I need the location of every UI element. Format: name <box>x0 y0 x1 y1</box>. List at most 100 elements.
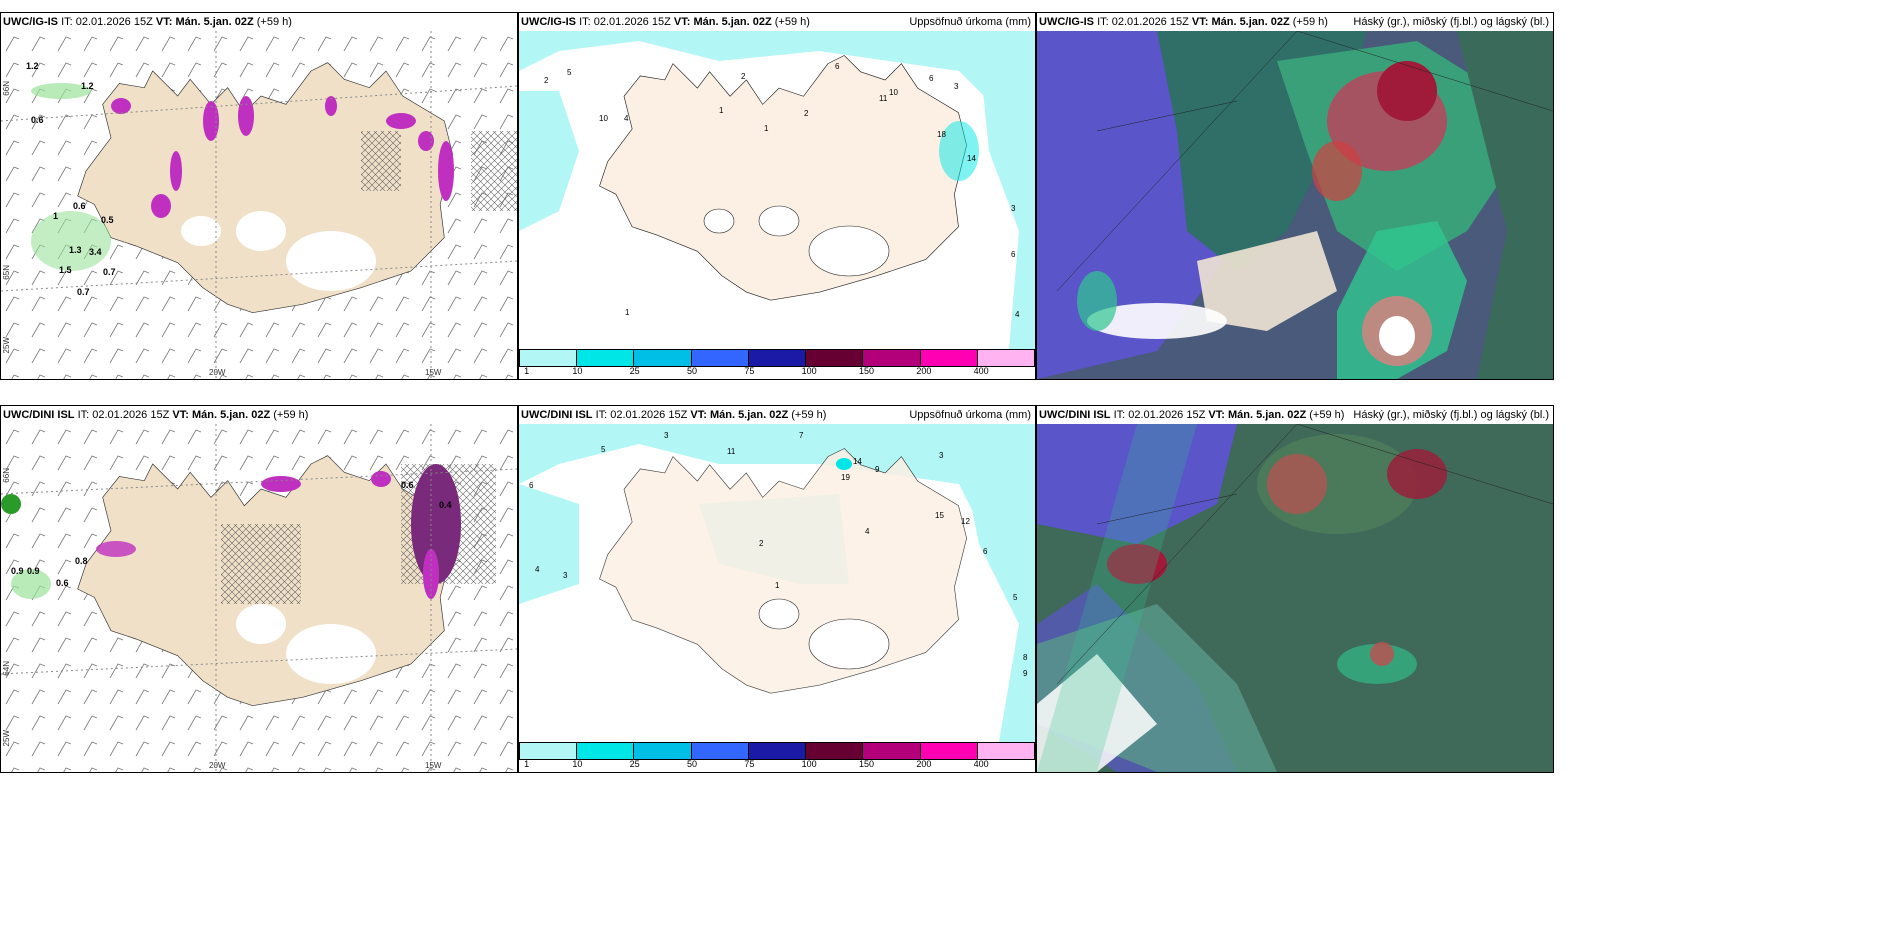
colorbar-bin <box>920 743 978 759</box>
model-name: UWC/DINI ISL <box>521 409 593 421</box>
map-precip: 6 5 3 11 7 14 19 9 3 12 15 4 6 5 8 9 4 3… <box>519 424 1035 742</box>
value-label: 3 <box>1011 204 1016 213</box>
value-label: 19 <box>841 473 850 482</box>
value-label: 3 <box>563 571 568 580</box>
value-label: 1.2 <box>26 61 39 71</box>
value-label: 11 <box>727 447 736 456</box>
value-label: 2 <box>759 539 764 548</box>
map-precip: 2 5 10 4 1 2 1 2 6 11 10 6 3 14 18 3 6 4… <box>519 31 1035 349</box>
model-name: UWC/DINI ISL <box>1039 409 1111 421</box>
colorbar: 1 10 25 50 75 100 150 200 400 <box>519 349 1035 379</box>
map-clouds <box>1037 31 1553 379</box>
lon-label: 20W <box>209 368 226 377</box>
value-label: 1.2 <box>81 81 94 91</box>
colorbar-tick: 1 <box>524 759 530 769</box>
value-label: 0.8 <box>75 556 88 566</box>
panel-ig-wind: UWC/IG-IS IT: 02.01.2026 15Z VT: Mán. 5.… <box>0 12 518 380</box>
value-label: 4 <box>535 565 540 574</box>
colorbar-bin <box>977 743 1034 759</box>
value-label: 4 <box>1015 310 1020 319</box>
field-title: Uppsöfnuð úrkoma (mm) <box>909 16 1031 28</box>
value-label: 14 <box>967 154 976 163</box>
lead-time: (+59 h) <box>256 16 292 28</box>
value-label: 6 <box>835 62 840 71</box>
colorbar-bin <box>806 743 864 759</box>
colorbar-tick: 10 <box>572 366 583 376</box>
colorbar-tick: 1 <box>524 366 530 376</box>
panel-dini-wind: UWC/DINI ISL IT: 02.01.2026 15Z VT: Mán.… <box>0 405 518 773</box>
colorbar-tick: 75 <box>744 366 755 376</box>
lon-label: 20W <box>209 761 226 770</box>
value-label: 15 <box>935 511 944 520</box>
init-time: 02.01.2026 15Z <box>92 409 170 421</box>
colorbar-tick: 25 <box>629 366 640 376</box>
field-title: Háský (gr.), miðský (fj.bl.) og lágský (… <box>1353 16 1549 28</box>
value-label: 0.5 <box>101 215 114 225</box>
colorbar-tick: 100 <box>801 366 817 376</box>
value-label: 7 <box>799 431 804 440</box>
colorbar-tick: 400 <box>973 759 989 769</box>
value-label: 0.6 <box>401 480 414 490</box>
value-label: 1 <box>775 581 780 590</box>
value-label: 0.9 <box>11 566 24 576</box>
map-wind-icing: 1.2 1.2 0.6 0.6 0.5 1 1.3 3.4 1.5 0.7 0.… <box>1 31 517 379</box>
value-label: 5 <box>567 68 572 77</box>
value-label: 4 <box>865 527 870 536</box>
value-label: 0.6 <box>73 201 86 211</box>
value-label: 18 <box>937 130 946 139</box>
value-label: 11 <box>879 94 888 103</box>
colorbar-tick: 50 <box>687 366 698 376</box>
colorbar-bin <box>691 350 749 366</box>
colorbar-bin <box>634 743 692 759</box>
value-label: 0.7 <box>103 267 116 277</box>
value-label: 8 <box>1023 653 1028 662</box>
panel-title: UWC/DINI ISL IT: 02.01.2026 15Z VT: Mán.… <box>1037 406 1553 424</box>
lat-label: 64N <box>2 661 11 676</box>
colorbar-bin <box>577 743 635 759</box>
panel-dini-clouds: UWC/DINI ISL IT: 02.01.2026 15Z VT: Mán.… <box>1036 405 1554 773</box>
colorbar-bin <box>863 350 921 366</box>
value-label: 6 <box>983 547 988 556</box>
value-label: 1 <box>53 211 58 221</box>
colorbar-bin <box>577 350 635 366</box>
value-label: 6 <box>529 481 534 490</box>
value-label: 0.9 <box>27 566 40 576</box>
colorbar-tick: 25 <box>629 759 640 769</box>
value-label: 1 <box>625 308 630 317</box>
value-label: 0.4 <box>439 500 452 510</box>
lead-time: (+59 h) <box>1292 16 1328 28</box>
colorbar-bin <box>520 743 578 759</box>
colorbar-bin <box>920 350 978 366</box>
value-label: 12 <box>961 517 970 526</box>
panel-dini-precip: UWC/DINI ISL IT: 02.01.2026 15Z VT: Mán.… <box>518 405 1036 773</box>
field-title: Uppsöfnuð úrkoma (mm) <box>909 409 1031 421</box>
init-time: 02.01.2026 15Z <box>1128 409 1206 421</box>
lon-label: 25W <box>2 336 11 353</box>
value-label: 5 <box>601 445 606 454</box>
value-label: 0.6 <box>31 115 44 125</box>
init-time: 02.01.2026 15Z <box>75 16 153 28</box>
value-label: 4 <box>624 114 629 123</box>
init-time: 02.01.2026 15Z <box>610 409 688 421</box>
value-label: 1 <box>764 124 769 133</box>
colorbar-tick: 200 <box>916 366 932 376</box>
model-name: UWC/IG-IS <box>3 16 58 28</box>
valid-time: Mán. 5.jan. 02Z <box>175 16 254 28</box>
colorbar-tick: 10 <box>572 759 583 769</box>
value-label: 2 <box>741 72 746 81</box>
valid-time: Mán. 5.jan. 02Z <box>693 16 772 28</box>
lon-label: 25W <box>2 729 11 746</box>
colorbar-tick: 100 <box>801 759 817 769</box>
valid-time: Mán. 5.jan. 02Z <box>1211 16 1290 28</box>
colorbar-tick: 200 <box>916 759 932 769</box>
colorbar: 1 10 25 50 75 100 150 200 400 <box>519 742 1035 772</box>
colorbar-tick: 150 <box>859 366 875 376</box>
colorbar-bin <box>634 350 692 366</box>
value-label: 9 <box>875 465 880 474</box>
value-label: 10 <box>889 88 898 97</box>
panel-title: UWC/IG-IS IT: 02.01.2026 15Z VT: Mán. 5.… <box>519 13 1035 31</box>
valid-time: Mán. 5.jan. 02Z <box>191 409 271 421</box>
field-title: Háský (gr.), miðský (fj.bl.) og lágský (… <box>1353 409 1549 421</box>
colorbar-bin <box>520 350 578 366</box>
value-label: 1.5 <box>59 265 72 275</box>
